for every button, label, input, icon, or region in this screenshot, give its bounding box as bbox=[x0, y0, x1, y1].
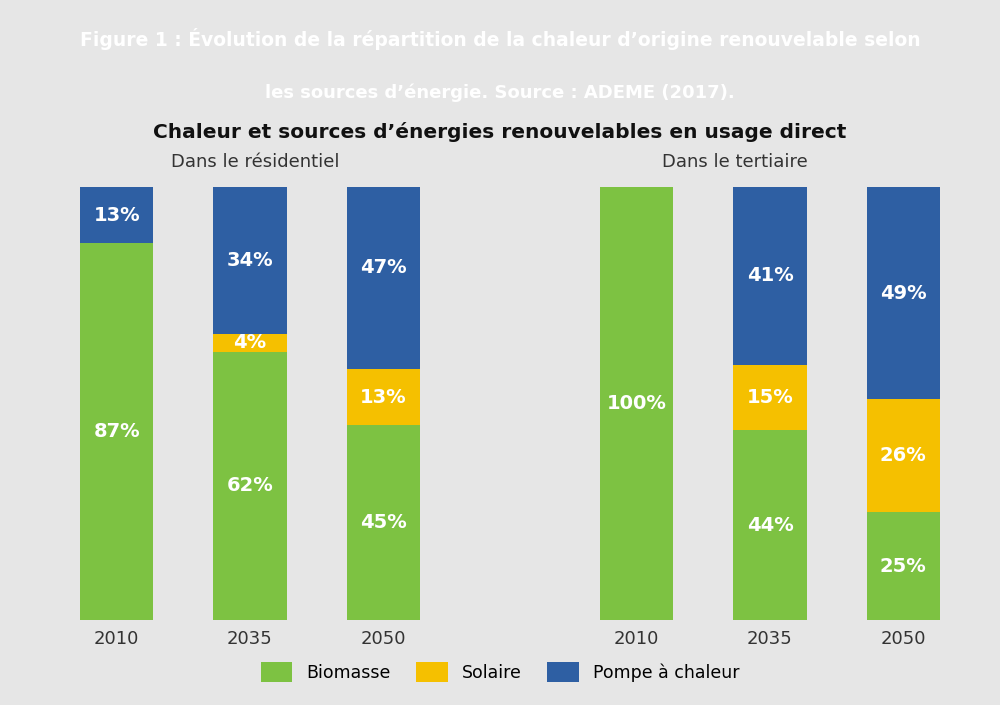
Text: 62%: 62% bbox=[227, 477, 273, 496]
Bar bbox=[213, 352, 287, 620]
Text: 49%: 49% bbox=[880, 283, 927, 302]
Text: 47%: 47% bbox=[360, 257, 407, 276]
Bar bbox=[733, 364, 807, 429]
Text: 15%: 15% bbox=[747, 388, 793, 407]
Text: Chaleur et sources d’énergies renouvelables en usage direct: Chaleur et sources d’énergies renouvelab… bbox=[153, 122, 847, 142]
Text: Dans le tertiaire: Dans le tertiaire bbox=[662, 153, 808, 171]
Bar bbox=[347, 165, 420, 369]
Text: 45%: 45% bbox=[360, 513, 407, 532]
Text: 4%: 4% bbox=[233, 333, 267, 352]
Bar bbox=[80, 187, 153, 243]
Text: 41%: 41% bbox=[747, 266, 793, 286]
Text: 34%: 34% bbox=[227, 251, 273, 270]
Text: 26%: 26% bbox=[880, 446, 927, 465]
Bar bbox=[213, 334, 287, 352]
Text: les sources d’énergie. Source : ADEME (2017).: les sources d’énergie. Source : ADEME (2… bbox=[265, 83, 735, 102]
Text: 44%: 44% bbox=[747, 515, 793, 534]
Bar bbox=[80, 243, 153, 620]
Text: Figure 1 : Évolution de la répartition de la chaleur d’origine renouvelable selo: Figure 1 : Évolution de la répartition d… bbox=[80, 28, 920, 51]
Bar bbox=[867, 399, 940, 512]
Bar bbox=[213, 187, 287, 334]
Bar bbox=[347, 425, 420, 620]
Bar bbox=[867, 187, 940, 399]
Text: 13%: 13% bbox=[360, 388, 407, 407]
Bar bbox=[867, 512, 940, 620]
Text: 100%: 100% bbox=[607, 394, 667, 413]
Bar bbox=[347, 369, 420, 425]
Bar bbox=[600, 187, 673, 620]
Text: 87%: 87% bbox=[93, 422, 140, 441]
Bar bbox=[733, 429, 807, 620]
Text: 13%: 13% bbox=[93, 205, 140, 224]
Bar bbox=[733, 187, 807, 364]
Text: Dans le résidentiel: Dans le résidentiel bbox=[171, 153, 339, 171]
Text: 25%: 25% bbox=[880, 557, 927, 576]
Legend: Biomasse, Solaire, Pompe à chaleur: Biomasse, Solaire, Pompe à chaleur bbox=[254, 656, 746, 689]
